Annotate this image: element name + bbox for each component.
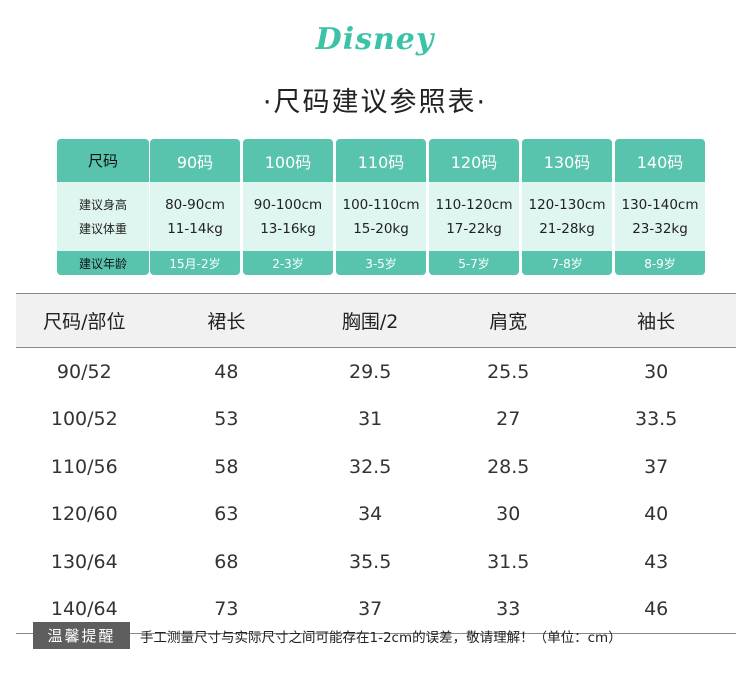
table-cell: 68 bbox=[214, 550, 239, 573]
guide-column: 100码 90-100cm 13-16kg 2-3岁 bbox=[243, 139, 333, 275]
guide-age: 15月-2岁 bbox=[150, 251, 240, 275]
guide-size: 90码 bbox=[150, 139, 240, 182]
guide-column: 130码 120-130cm 21-28kg 7-8岁 bbox=[522, 139, 612, 275]
table-cell: 37 bbox=[300, 585, 441, 634]
table-cell: 130/64 bbox=[50, 550, 118, 573]
guide-size: 130码 bbox=[522, 139, 612, 182]
guide-label-column: 尺码 建议身高 建议体重 建议年龄 bbox=[57, 139, 149, 275]
table-cell: 29.5 bbox=[349, 360, 392, 383]
table-cell: 31 bbox=[358, 408, 383, 431]
size-guide-grid: 尺码 建议身高 建议体重 建议年龄 90码 80-90cm 11-14kg 15… bbox=[57, 139, 705, 275]
table-row: 140/64 73 37 33 46 bbox=[16, 585, 736, 634]
guide-mid-labels: 建议身高 建议体重 bbox=[57, 188, 149, 245]
guide-header-label: 尺码 bbox=[57, 139, 149, 182]
table-cell: 53 bbox=[214, 408, 239, 431]
column-header: 胸围/2 bbox=[300, 293, 441, 348]
guide-body: 130-140cm 23-32kg bbox=[615, 188, 705, 245]
guide-body: 100-110cm 15-20kg bbox=[336, 188, 426, 245]
table-cell: 73 bbox=[152, 585, 301, 634]
table-cell: 32.5 bbox=[349, 455, 392, 478]
guide-height: 110-120cm bbox=[435, 196, 513, 213]
guide-weight: 17-22kg bbox=[446, 220, 502, 237]
table-cell: 43 bbox=[644, 550, 669, 573]
table-row: 120/60 63 34 30 40 bbox=[16, 491, 736, 539]
guide-column: 110码 100-110cm 15-20kg 3-5岁 bbox=[336, 139, 426, 275]
guide-age: 7-8岁 bbox=[522, 251, 612, 275]
guide-height: 120-130cm bbox=[528, 196, 606, 213]
table-cell: 58 bbox=[214, 455, 239, 478]
column-header: 肩宽 bbox=[440, 293, 577, 348]
note-label: 温馨提醒 bbox=[33, 622, 130, 649]
guide-column: 120码 110-120cm 17-22kg 5-7岁 bbox=[429, 139, 519, 275]
guide-size: 120码 bbox=[429, 139, 519, 182]
guide-age: 5-7岁 bbox=[429, 251, 519, 275]
column-header: 袖长 bbox=[576, 293, 736, 348]
table-cell: 35.5 bbox=[349, 550, 392, 573]
table-cell: 40 bbox=[644, 503, 669, 526]
guide-weight: 21-28kg bbox=[539, 220, 595, 237]
guide-size: 100码 bbox=[243, 139, 333, 182]
table-cell: 28.5 bbox=[487, 455, 530, 478]
guide-size: 140码 bbox=[615, 139, 705, 182]
table-row: 90/52 48 29.5 25.5 30 bbox=[16, 348, 736, 396]
guide-height: 100-110cm bbox=[342, 196, 420, 213]
guide-column: 140码 130-140cm 23-32kg 8-9岁 bbox=[615, 139, 705, 275]
guide-weight: 23-32kg bbox=[632, 220, 688, 237]
guide-age: 3-5岁 bbox=[336, 251, 426, 275]
guide-weight: 11-14kg bbox=[167, 220, 223, 237]
table-cell: 100/52 bbox=[50, 408, 118, 431]
table-cell: 46 bbox=[576, 585, 736, 634]
table-cell: 31.5 bbox=[487, 550, 530, 573]
table-cell: 33.5 bbox=[635, 408, 678, 431]
guide-height: 90-100cm bbox=[253, 196, 323, 213]
table-cell: 48 bbox=[214, 360, 239, 383]
guide-age: 8-9岁 bbox=[615, 251, 705, 275]
guide-height-label: 建议身高 bbox=[78, 197, 127, 212]
guide-weight: 15-20kg bbox=[353, 220, 409, 237]
guide-age: 2-3岁 bbox=[243, 251, 333, 275]
page-title: ·尺码建议参照表· bbox=[262, 87, 488, 118]
table-cell: 63 bbox=[214, 503, 239, 526]
guide-body: 90-100cm 13-16kg bbox=[243, 188, 333, 245]
guide-body: 110-120cm 17-22kg bbox=[429, 188, 519, 245]
table-cell: 27 bbox=[496, 408, 521, 431]
table-cell: 33 bbox=[440, 585, 577, 634]
table-cell: 110/56 bbox=[50, 455, 118, 478]
guide-body: 120-130cm 21-28kg bbox=[522, 188, 612, 245]
guide-weight: 13-16kg bbox=[260, 220, 316, 237]
measurement-table: 尺码/部位 裙长 胸围/2 肩宽 袖长 90/52 48 29.5 25.5 3… bbox=[16, 293, 736, 634]
table-cell: 34 bbox=[358, 503, 383, 526]
note-text: 手工测量尺寸与实际尺寸之间可能存在1-2cm的误差，敬请理解！（单位：cm） bbox=[140, 630, 622, 646]
guide-height: 80-90cm bbox=[165, 196, 225, 213]
table-cell: 30 bbox=[496, 503, 521, 526]
table-header-row: 尺码/部位 裙长 胸围/2 肩宽 袖长 bbox=[16, 293, 736, 348]
guide-body: 80-90cm 11-14kg bbox=[150, 188, 240, 245]
table-cell: 25.5 bbox=[487, 360, 530, 383]
table-cell: 37 bbox=[644, 455, 669, 478]
table-row: 110/56 58 32.5 28.5 37 bbox=[16, 443, 736, 491]
guide-column: 90码 80-90cm 11-14kg 15月-2岁 bbox=[150, 139, 240, 275]
guide-age-label: 建议年龄 bbox=[57, 251, 149, 275]
guide-size: 110码 bbox=[336, 139, 426, 182]
guide-height: 130-140cm bbox=[621, 196, 699, 213]
logo-text: Disney bbox=[315, 21, 435, 57]
column-header: 尺码/部位 bbox=[16, 293, 153, 348]
brand-logo: Disney bbox=[0, 14, 750, 64]
table-cell: 120/60 bbox=[50, 503, 118, 526]
table-row: 100/52 53 31 27 33.5 bbox=[16, 396, 736, 444]
table-cell: 30 bbox=[644, 360, 669, 383]
column-header: 裙长 bbox=[152, 293, 301, 348]
table-cell: 90/52 bbox=[56, 360, 112, 383]
table-row: 130/64 68 35.5 31.5 43 bbox=[16, 538, 736, 586]
guide-weight-label: 建议体重 bbox=[78, 221, 127, 236]
